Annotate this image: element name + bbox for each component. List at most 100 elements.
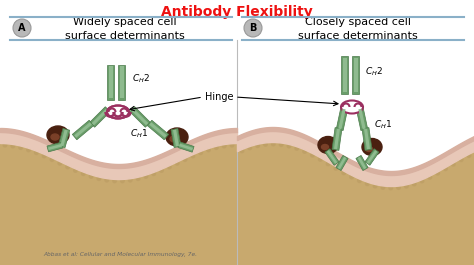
Circle shape — [396, 185, 401, 190]
Text: $C_H$2: $C_H$2 — [365, 66, 383, 78]
Circle shape — [104, 178, 109, 183]
Circle shape — [81, 171, 86, 176]
Polygon shape — [358, 109, 365, 129]
Ellipse shape — [107, 105, 129, 118]
Polygon shape — [327, 150, 337, 164]
Polygon shape — [334, 129, 340, 149]
Circle shape — [247, 145, 252, 150]
Circle shape — [2, 143, 8, 148]
Polygon shape — [338, 109, 346, 129]
Polygon shape — [336, 108, 348, 130]
Polygon shape — [325, 149, 339, 165]
Circle shape — [128, 178, 133, 183]
Circle shape — [451, 162, 456, 167]
Polygon shape — [74, 122, 92, 138]
Polygon shape — [356, 108, 368, 130]
Circle shape — [175, 161, 180, 166]
Circle shape — [198, 150, 203, 155]
Polygon shape — [90, 107, 110, 127]
Polygon shape — [337, 157, 346, 169]
Circle shape — [144, 174, 148, 179]
Circle shape — [271, 142, 276, 147]
Text: $C_H$1: $C_H$1 — [130, 128, 148, 140]
Polygon shape — [344, 58, 346, 92]
Circle shape — [34, 150, 39, 155]
Circle shape — [120, 178, 125, 183]
Circle shape — [49, 157, 55, 162]
Circle shape — [326, 161, 330, 166]
Ellipse shape — [318, 136, 338, 153]
Circle shape — [167, 165, 172, 169]
Polygon shape — [132, 109, 148, 125]
Polygon shape — [171, 129, 181, 147]
Circle shape — [381, 185, 385, 190]
Circle shape — [13, 19, 31, 37]
Circle shape — [159, 168, 164, 173]
Circle shape — [229, 143, 235, 148]
Polygon shape — [60, 130, 68, 146]
Circle shape — [222, 144, 227, 148]
Polygon shape — [173, 130, 179, 147]
Polygon shape — [336, 156, 348, 171]
Circle shape — [286, 144, 292, 149]
Circle shape — [136, 176, 141, 181]
Circle shape — [428, 175, 432, 180]
Circle shape — [214, 145, 219, 150]
Circle shape — [191, 153, 195, 158]
Circle shape — [443, 166, 448, 171]
Circle shape — [341, 170, 346, 175]
Circle shape — [263, 142, 268, 147]
Circle shape — [435, 171, 440, 176]
Circle shape — [112, 178, 117, 183]
Polygon shape — [149, 122, 167, 138]
Text: Antibody Flexibility: Antibody Flexibility — [161, 5, 313, 19]
Circle shape — [333, 166, 338, 171]
Polygon shape — [147, 120, 169, 140]
Circle shape — [65, 165, 70, 169]
Polygon shape — [47, 142, 63, 152]
Ellipse shape — [47, 126, 69, 144]
Circle shape — [310, 153, 315, 158]
Polygon shape — [364, 129, 370, 149]
Polygon shape — [120, 66, 124, 98]
Circle shape — [57, 161, 62, 166]
Polygon shape — [357, 157, 366, 169]
Text: Widely spaced cell
surface determinants: Widely spaced cell surface determinants — [65, 17, 185, 41]
Ellipse shape — [365, 147, 373, 152]
Polygon shape — [109, 66, 112, 98]
Text: $C_H$1: $C_H$1 — [374, 119, 392, 131]
Polygon shape — [178, 142, 194, 152]
Polygon shape — [118, 64, 126, 99]
Ellipse shape — [166, 128, 188, 146]
Circle shape — [419, 179, 425, 183]
Polygon shape — [92, 109, 108, 125]
Circle shape — [26, 147, 31, 152]
Circle shape — [206, 147, 211, 152]
Circle shape — [279, 142, 283, 147]
Circle shape — [182, 157, 188, 162]
Ellipse shape — [341, 100, 363, 113]
Circle shape — [151, 171, 156, 176]
Circle shape — [404, 184, 409, 189]
Circle shape — [373, 184, 378, 189]
Polygon shape — [58, 129, 70, 148]
Polygon shape — [365, 149, 379, 165]
Polygon shape — [332, 128, 342, 150]
Circle shape — [244, 19, 262, 37]
Ellipse shape — [170, 136, 178, 142]
Polygon shape — [130, 107, 150, 127]
Circle shape — [357, 178, 362, 183]
Polygon shape — [367, 150, 377, 164]
Circle shape — [239, 148, 245, 153]
Polygon shape — [341, 56, 348, 94]
Circle shape — [73, 168, 78, 173]
Circle shape — [89, 174, 93, 179]
Circle shape — [18, 145, 23, 150]
Polygon shape — [73, 120, 94, 140]
Circle shape — [255, 143, 260, 148]
Polygon shape — [108, 64, 115, 99]
Text: $C_H$2: $C_H$2 — [132, 73, 150, 85]
Text: Hinge: Hinge — [205, 92, 234, 102]
Circle shape — [96, 176, 101, 181]
Circle shape — [10, 144, 15, 148]
